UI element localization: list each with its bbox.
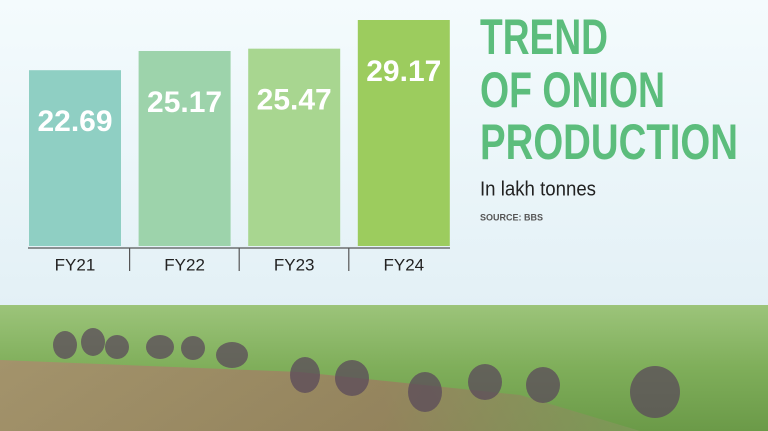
bar — [248, 48, 341, 246]
bar — [138, 50, 231, 246]
source: SOURCE: BBS — [480, 212, 543, 222]
soil — [0, 360, 640, 431]
title-line: OF ONION — [480, 62, 665, 118]
value-label: 22.69 — [37, 105, 112, 138]
value-label: 25.17 — [147, 86, 222, 119]
value-label: 25.47 — [257, 84, 332, 117]
title-line: PRODUCTION — [480, 114, 738, 170]
bar — [357, 20, 450, 246]
workers — [53, 328, 680, 418]
subtitle: In lakh tonnes — [480, 178, 596, 200]
title-line: TREND — [480, 9, 608, 65]
x-tick-label: FY23 — [274, 255, 315, 274]
value-label: 29.17 — [366, 55, 441, 88]
x-tick-label: FY21 — [55, 255, 96, 274]
x-tick-label: FY22 — [164, 255, 205, 274]
x-tick-label: FY24 — [383, 255, 424, 274]
bar — [29, 70, 121, 246]
